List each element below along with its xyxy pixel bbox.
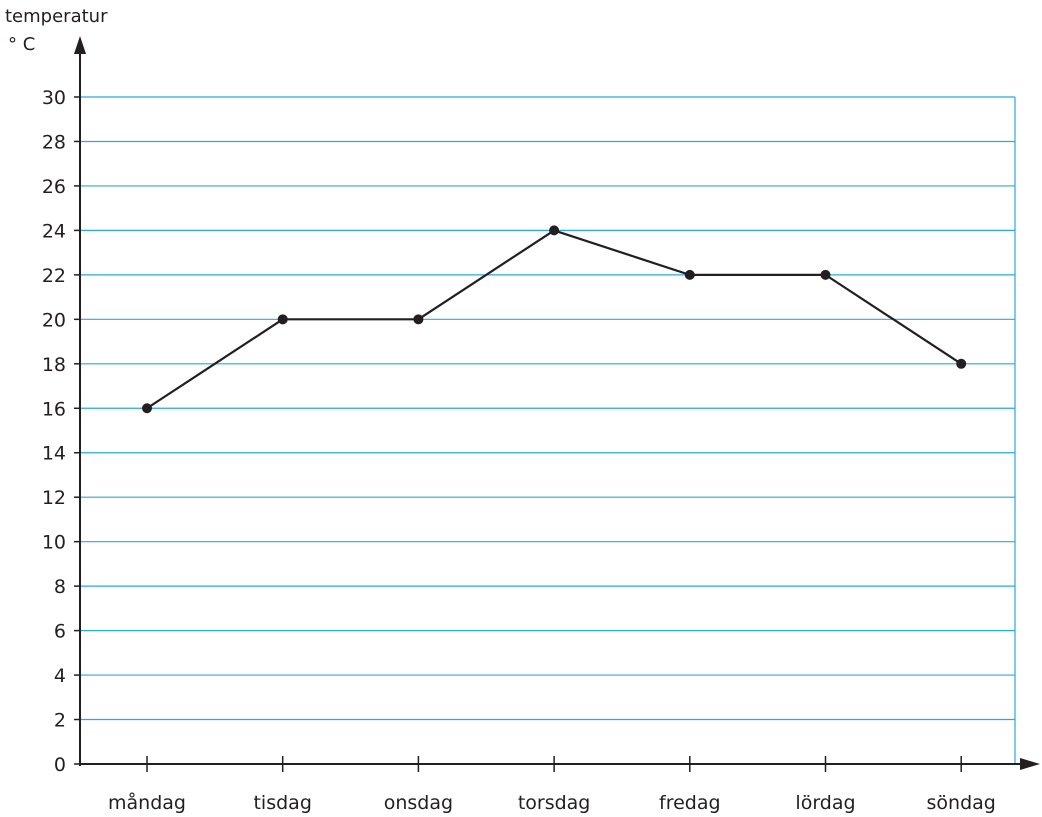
y-axis-title: temperatur [5,6,108,27]
x-tick-label-6: söndag [927,792,996,813]
data-point-6 [956,358,967,369]
y-tick-label-24: 24 [42,220,66,242]
x-axis-arrow-icon [1020,758,1040,770]
y-tick-label-12: 12 [42,487,66,509]
y-tick-label-26: 26 [42,176,66,198]
y-tick-label-30: 30 [42,87,66,109]
x-tick-label-0: måndag [108,791,186,813]
grid-layer [80,96,1016,764]
y-tick-label-6: 6 [54,621,66,643]
y-tick-label-14: 14 [42,443,66,465]
y-tick-label-0: 0 [54,754,66,776]
x-tick-label-5: lördag [795,792,855,813]
x-tick-label-3: torsdag [518,792,591,813]
y-tick-label-18: 18 [42,354,66,376]
data-point-4 [684,269,695,280]
x-tick-label-4: fredag [659,792,721,813]
y-tick-label-22: 22 [42,265,66,287]
y-tick-label-4: 4 [54,665,66,687]
y-tick-label-16: 16 [42,398,66,420]
y-tick-label-28: 28 [42,131,66,153]
data-point-0 [142,403,152,414]
x-tick-label-2: onsdag [384,792,453,813]
data-point-2 [413,314,424,325]
x-tick-label-1: tisdag [253,792,311,813]
y-tick-label-2: 2 [54,710,66,732]
y-tick-label-8: 8 [54,576,66,598]
y-tick-label-20: 20 [42,309,66,331]
y-axis-arrow-icon [74,36,86,54]
data-point-5 [820,269,831,280]
y-tick-label-10: 10 [42,532,66,554]
series-layer [142,225,967,414]
axes-layer [74,36,1040,770]
y-axis-unit: ° C [8,34,35,55]
data-point-1 [277,314,288,325]
data-point-3 [549,225,560,236]
